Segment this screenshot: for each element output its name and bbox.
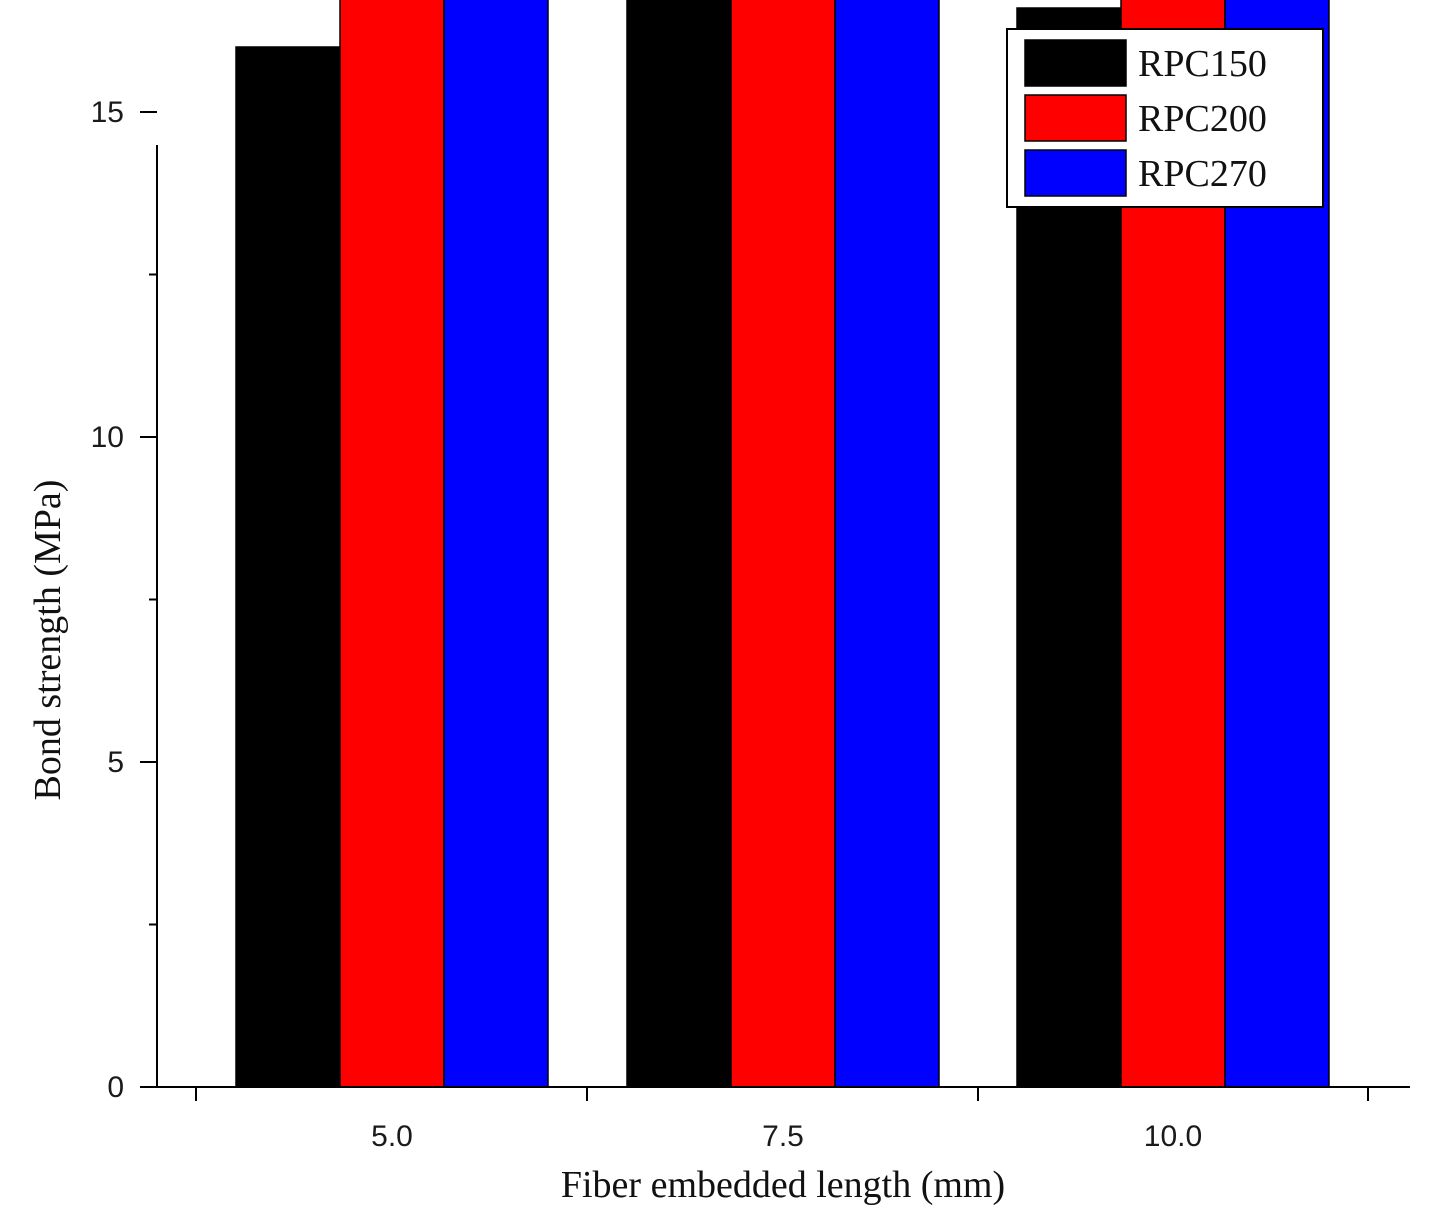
y-tick-label: 5 <box>107 746 124 779</box>
bar-rpc270-7-5 <box>834 0 940 1088</box>
y-axis-title: Bond strength (MPa) <box>27 480 69 801</box>
legend-label-rpc150: RPC150 <box>1138 43 1267 85</box>
bar-rpc270-5-0 <box>443 0 549 1088</box>
bar-rpc150-5-0 <box>235 46 341 1088</box>
legend-label-rpc200: RPC200 <box>1138 98 1267 140</box>
bar-rpc200-7-5 <box>730 0 836 1088</box>
x-tick-label: 5.0 <box>371 1120 413 1153</box>
bar-rpc200-5-0 <box>339 0 445 1088</box>
x-tick-label: 10.0 <box>1144 1120 1202 1153</box>
bar-rpc150-7-5 <box>626 0 732 1088</box>
legend-label-rpc270: RPC270 <box>1138 153 1267 195</box>
y-tick-label: 15 <box>91 96 124 129</box>
x-axis-title: Fiber embedded length (mm) <box>561 1164 1005 1206</box>
y-ticks-group: 0510152025 <box>91 96 157 1104</box>
x-tick-label: 7.5 <box>762 1120 804 1153</box>
y-tick-label: 0 <box>107 1071 124 1104</box>
legend-swatch-rpc200 <box>1024 94 1127 142</box>
legend: RPC150 RPC200 RPC270 <box>1006 28 1324 208</box>
x-ticks-group: 5.0 7.5 10.0 <box>195 1087 1369 1153</box>
axes-group <box>140 145 1410 1088</box>
y-tick-label: 10 <box>91 421 124 454</box>
legend-swatch-rpc150 <box>1024 39 1127 87</box>
legend-swatch-rpc270 <box>1024 149 1127 197</box>
